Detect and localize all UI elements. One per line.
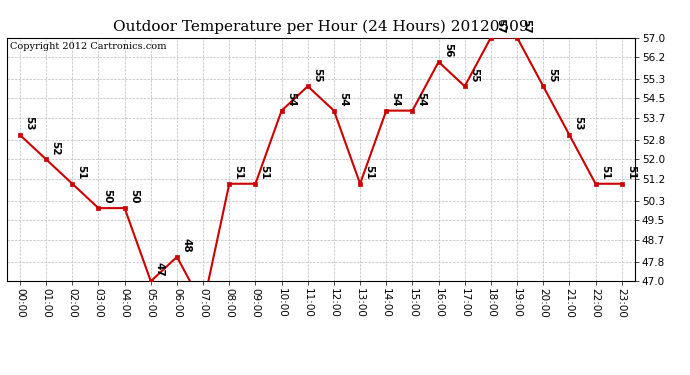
Text: 51: 51 xyxy=(626,165,636,180)
Text: 55: 55 xyxy=(469,68,479,82)
Text: 51: 51 xyxy=(364,165,374,180)
Text: 51: 51 xyxy=(600,165,610,180)
Text: 54: 54 xyxy=(391,92,400,106)
Text: 51: 51 xyxy=(259,165,270,180)
Text: 57: 57 xyxy=(495,19,505,33)
Text: 52: 52 xyxy=(50,141,60,155)
Text: 50: 50 xyxy=(103,189,112,204)
Text: 55: 55 xyxy=(312,68,322,82)
Text: 46: 46 xyxy=(0,374,1,375)
Title: Outdoor Temperature per Hour (24 Hours) 20120509: Outdoor Temperature per Hour (24 Hours) … xyxy=(113,19,529,33)
Text: 51: 51 xyxy=(233,165,244,180)
Text: 48: 48 xyxy=(181,238,191,253)
Text: 53: 53 xyxy=(24,116,34,131)
Text: 54: 54 xyxy=(417,92,426,106)
Text: 57: 57 xyxy=(521,19,531,33)
Text: 50: 50 xyxy=(129,189,139,204)
Text: 54: 54 xyxy=(286,92,296,106)
Text: 56: 56 xyxy=(443,43,453,58)
Text: 47: 47 xyxy=(155,262,165,277)
Text: 53: 53 xyxy=(573,116,584,131)
Text: 51: 51 xyxy=(77,165,86,180)
Text: Copyright 2012 Cartronics.com: Copyright 2012 Cartronics.com xyxy=(10,42,166,51)
Text: 55: 55 xyxy=(547,68,558,82)
Text: 54: 54 xyxy=(338,92,348,106)
